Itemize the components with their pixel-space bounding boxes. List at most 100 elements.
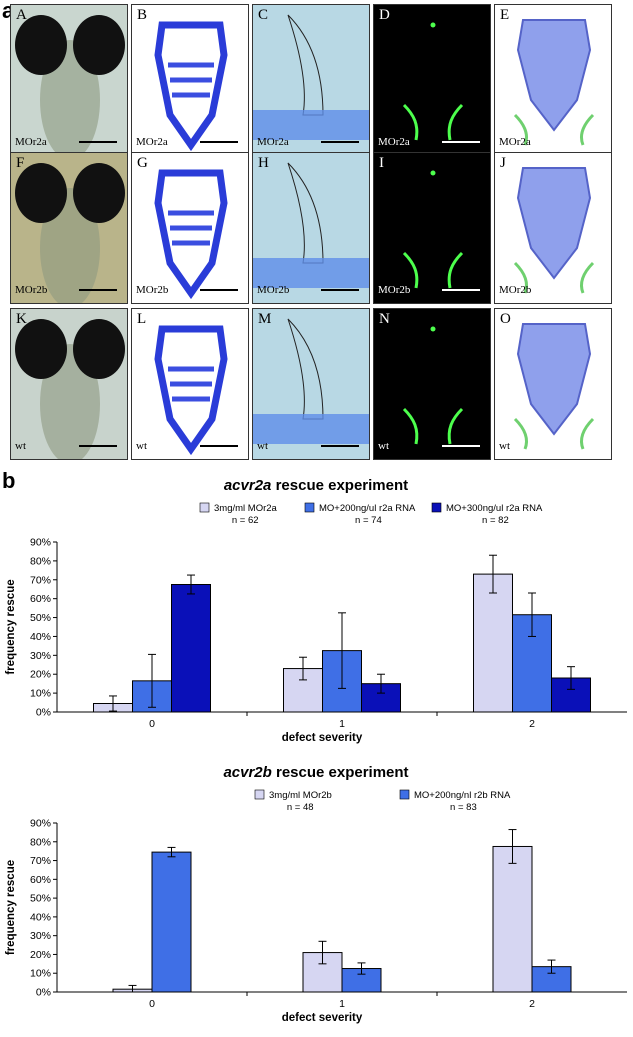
- image-panel-i: I MOr2b: [373, 152, 491, 304]
- scale-bar-g: [200, 289, 238, 291]
- panel-caption-b: MOr2a: [136, 136, 168, 148]
- chart1-legend-label-0: 3mg/ml MOr2a: [214, 503, 278, 514]
- chart1-legend-swatch-2: [431, 502, 442, 513]
- chart2-ytick-label-4: 40%: [30, 911, 51, 923]
- chart1-ytick-label-6: 60%: [30, 593, 51, 605]
- panel-illustration-l: [154, 325, 228, 456]
- chart2-legend-label-1: MO+200ng/nl r2b RNA: [414, 790, 511, 801]
- chart1-category-label-0: 0: [149, 718, 155, 730]
- panel-caption-h: MOr2b: [257, 284, 290, 296]
- scale-bar-n: [442, 445, 480, 447]
- chart2-bar-1-0: [151, 851, 192, 993]
- chart1-ytick-label-8: 80%: [30, 555, 51, 567]
- panel-caption-m: wt: [257, 440, 268, 452]
- chart1-ytick-label-7: 70%: [30, 574, 51, 586]
- panel-letter-g: G: [137, 155, 148, 171]
- panel-letter-o: O: [500, 311, 511, 327]
- panel-illustration-b: [154, 21, 228, 152]
- chart2-ytick-label-8: 80%: [30, 836, 51, 848]
- chart1-xlabel: defect severity: [282, 732, 363, 744]
- chart1-ylabel: frequency rescue: [5, 579, 17, 674]
- image-panel-j: J MOr2b: [494, 152, 612, 304]
- chart1-legend-label-1: MO+200ng/ul r2a RNA: [319, 503, 416, 514]
- image-panel-c: C MOr2a: [252, 4, 370, 156]
- chart1-legend-swatch-0: [199, 502, 210, 513]
- chart1-bar-2-0: [171, 584, 211, 713]
- panel-illustration-e: [513, 19, 595, 146]
- chart2-ytick-label-5: 50%: [30, 893, 51, 905]
- scale-bar-i: [442, 289, 480, 291]
- chart2-legend-swatch-1: [399, 789, 410, 800]
- chart2-ytick-label-0: 0%: [36, 987, 51, 999]
- panel-caption-j: MOr2b: [499, 284, 532, 296]
- panel-caption-g: MOr2b: [136, 284, 169, 296]
- chart1-ytick-label-4: 40%: [30, 631, 51, 643]
- chart1-bar-0-2: [473, 573, 513, 713]
- panel-letter-e: E: [500, 7, 510, 23]
- image-panel-f: F MOr2b: [10, 152, 128, 304]
- panel-letter-i: I: [379, 155, 384, 171]
- chart2-category-label-2: 2: [529, 998, 535, 1010]
- panel-letter-d: D: [379, 7, 390, 23]
- scale-bar-m: [321, 445, 359, 447]
- panel-caption-a: MOr2a: [15, 136, 47, 148]
- chart2-legend-label-0: 3mg/ml MOr2b: [269, 790, 332, 801]
- panel-caption-c: MOr2a: [257, 136, 289, 148]
- image-panel-b: B MOr2a: [131, 4, 249, 156]
- chart1-legend-n-1: n = 74: [355, 515, 382, 526]
- panel-letter-h: H: [258, 155, 269, 171]
- panel-illustration-h: [253, 162, 369, 288]
- scale-bar-f: [79, 289, 117, 291]
- chart1-legend-n-0: n = 62: [232, 515, 259, 526]
- chart1-legend-swatch-1: [304, 502, 315, 513]
- image-panel-d: D MOr2a: [373, 4, 491, 156]
- chart2-legend-n-0: n = 48: [287, 802, 314, 813]
- panel-caption-o: wt: [499, 440, 510, 452]
- image-panel-a: A MOr2a: [10, 4, 128, 156]
- figure-part-b-label: b: [2, 468, 16, 493]
- chart2-ytick-label-7: 70%: [30, 855, 51, 867]
- chart1-ytick-label-2: 20%: [30, 669, 51, 681]
- scale-bar-b: [200, 141, 238, 143]
- panel-letter-b: B: [137, 7, 148, 23]
- chart2-ytick-label-2: 20%: [30, 949, 51, 961]
- chart2-title: acvr2b rescue experiment: [223, 764, 408, 781]
- panel-illustration-c: [253, 14, 369, 140]
- panel-illustration-j: [513, 167, 595, 294]
- panel-letter-l: L: [137, 311, 147, 327]
- chart2-bar-0-2: [492, 845, 533, 993]
- scale-bar-l: [200, 445, 238, 447]
- chart1-category-label-1: 1: [339, 718, 345, 730]
- panel-caption-e: MOr2a: [499, 136, 531, 148]
- image-panel-e: E MOr2a: [494, 4, 612, 156]
- scale-bar-k: [79, 445, 117, 447]
- chart2-category-label-0: 0: [149, 998, 155, 1010]
- panel-caption-k: wt: [15, 440, 26, 452]
- chart2-xlabel: defect severity: [282, 1012, 363, 1024]
- chart2-ytick-label-6: 60%: [30, 874, 51, 886]
- chart1-category-label-2: 2: [529, 718, 535, 730]
- chart2-legend-n-1: n = 83: [450, 802, 477, 813]
- panel-illustration-i: [402, 170, 464, 289]
- chart1-legend-n-2: n = 82: [482, 515, 509, 526]
- panel-illustration-k: [15, 319, 125, 459]
- acvr2a-chart: acvr2a rescue experiment 3mg/ml MOr2a n = …: [0, 470, 633, 748]
- panel-letter-f: F: [16, 155, 25, 171]
- panel-illustration-n: [402, 326, 464, 445]
- chart1-legend-label-2: MO+300ng/ul r2a RNA: [446, 503, 543, 514]
- scale-bar-a: [79, 141, 117, 143]
- scale-bar-d: [442, 141, 480, 143]
- chart2-ytick-label-3: 30%: [30, 930, 51, 942]
- chart1-ytick-label-9: 90%: [30, 537, 51, 549]
- panel-caption-n: wt: [378, 440, 389, 452]
- scale-bar-c: [321, 141, 359, 143]
- chart1-title: acvr2a rescue experiment: [224, 477, 408, 494]
- chart1-ytick-label-3: 30%: [30, 650, 51, 662]
- chart2-category-label-1: 1: [339, 998, 345, 1010]
